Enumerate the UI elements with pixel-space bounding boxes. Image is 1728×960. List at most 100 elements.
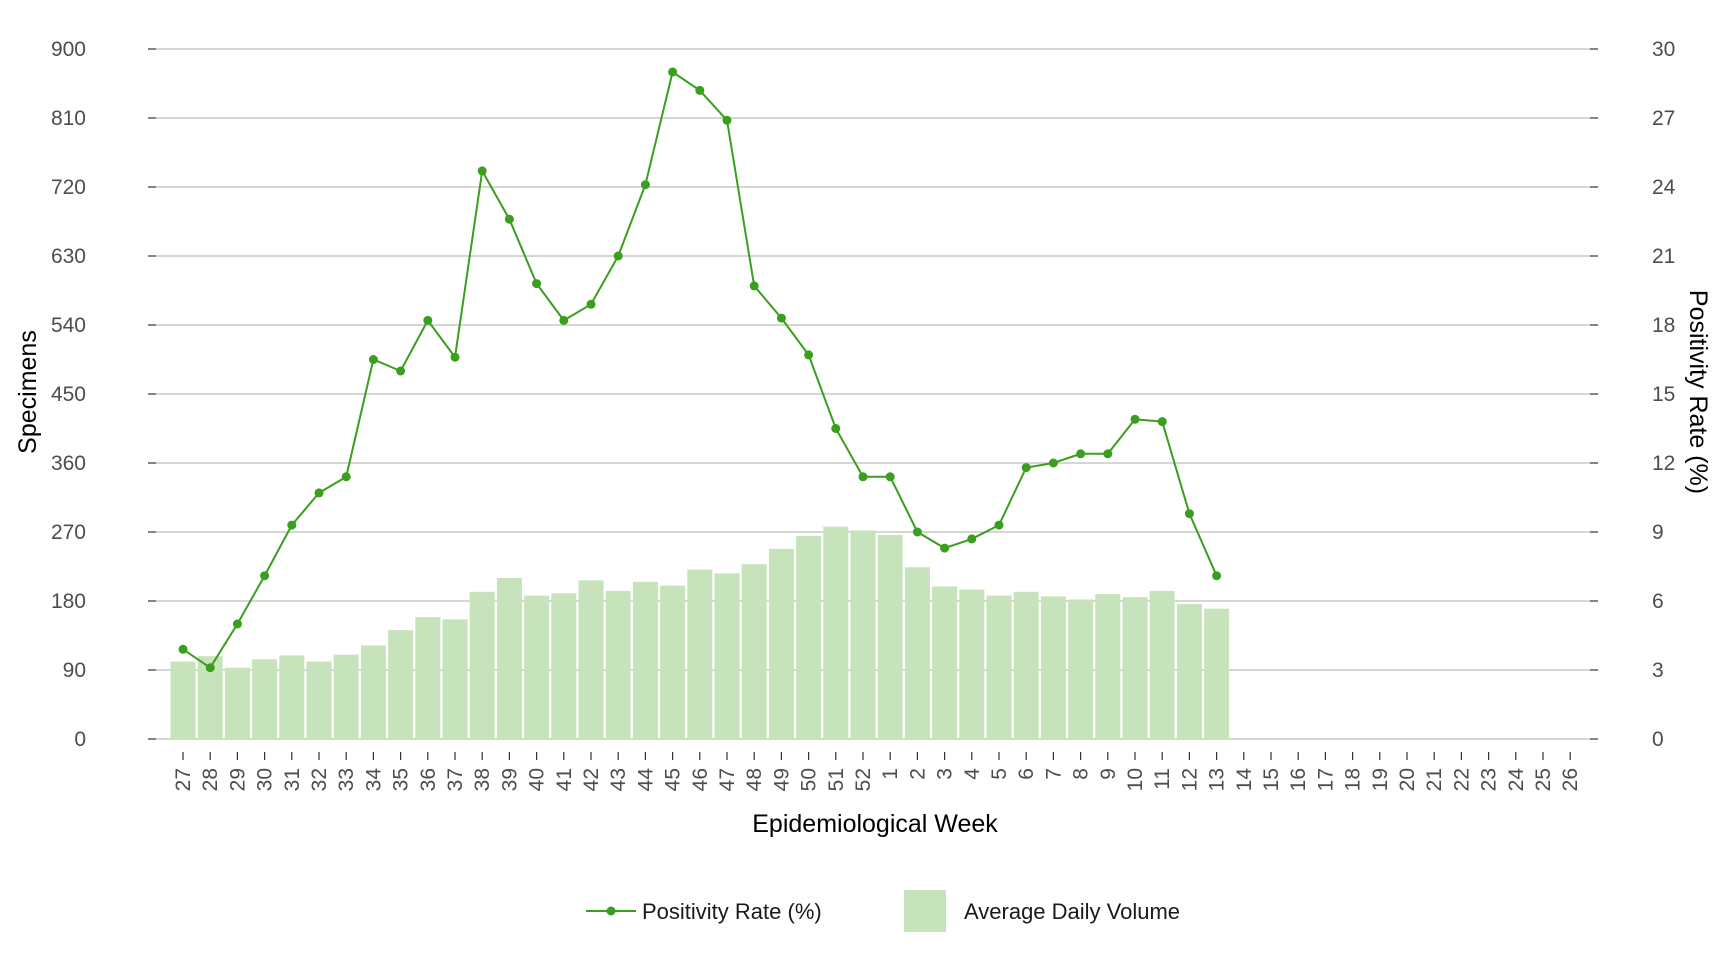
bar <box>687 569 713 739</box>
line-series-positivity-rate <box>178 67 1222 673</box>
line-point <box>967 534 977 544</box>
bar <box>170 661 196 739</box>
x-tick-label: 16 <box>1287 768 1310 791</box>
bar <box>1068 599 1094 739</box>
x-tick-label: 5 <box>988 768 1011 780</box>
x-tick-label: 49 <box>770 768 793 791</box>
bar <box>252 659 278 739</box>
line-point <box>287 520 297 530</box>
x-tick-label: 42 <box>580 768 603 791</box>
x-tick-label: 29 <box>226 768 249 791</box>
line-point <box>205 663 215 673</box>
bar <box>442 619 468 739</box>
bar <box>632 581 658 739</box>
x-tick-label: 50 <box>798 768 821 791</box>
y-right-tick-label: 3 <box>1652 659 1664 682</box>
line-point <box>532 279 542 289</box>
x-tick-label: 1 <box>879 768 902 780</box>
line-point <box>1157 417 1167 427</box>
y-right-tick-label: 15 <box>1652 383 1675 406</box>
line-point <box>994 520 1004 530</box>
bar <box>714 573 740 739</box>
bar <box>1013 591 1039 739</box>
x-axis-title: Epidemiological Week <box>752 810 998 838</box>
line-point <box>396 366 406 376</box>
x-tick-label: 35 <box>390 768 413 791</box>
x-tick-label: 22 <box>1450 768 1473 791</box>
x-tick-label: 20 <box>1396 768 1419 791</box>
bar <box>660 585 686 739</box>
bar <box>986 595 1012 739</box>
line-point <box>559 315 569 325</box>
line-point <box>749 281 759 291</box>
y-right-tick-label: 6 <box>1652 590 1664 613</box>
bar <box>496 578 522 739</box>
bar <box>768 548 794 739</box>
y-left-tick-label: 270 <box>51 521 86 544</box>
y-right-tick-label: 21 <box>1652 245 1675 268</box>
line-point <box>178 644 188 654</box>
y-left-tick-label: 630 <box>51 245 86 268</box>
line-point <box>1021 463 1031 473</box>
x-tick-label: 47 <box>716 768 739 791</box>
x-tick-label: 11 <box>1151 768 1174 790</box>
line-point <box>1184 509 1194 519</box>
line-point <box>831 424 841 433</box>
bar <box>796 535 822 739</box>
line-point <box>450 352 460 362</box>
x-tick-label: 4 <box>961 768 984 780</box>
bar <box>904 567 930 739</box>
y-right-tick-label: 24 <box>1652 176 1676 199</box>
y-left-tick-label: 720 <box>51 176 86 199</box>
bar <box>741 564 767 739</box>
bar <box>1040 596 1066 739</box>
x-tick-label: 24 <box>1505 768 1528 792</box>
y-right-tick-label: 12 <box>1652 452 1675 475</box>
legend-point-swatch <box>606 906 616 916</box>
bar <box>360 645 386 739</box>
line-point <box>368 355 378 364</box>
x-tick-label: 28 <box>199 768 222 791</box>
x-tick-label: 7 <box>1042 768 1065 780</box>
line-point <box>640 180 650 190</box>
line-point <box>341 472 351 482</box>
bar <box>469 591 495 739</box>
x-tick-label: 40 <box>526 768 549 791</box>
y-left-tick-label: 90 <box>63 659 86 682</box>
bar <box>224 667 250 739</box>
y-right-tick-label: 18 <box>1652 314 1675 337</box>
line-point <box>613 251 623 261</box>
bar <box>605 591 631 739</box>
y-axis-left: 0 90 180 270 360 450 540 630 720 810 900 <box>51 38 156 751</box>
bar <box>306 661 332 739</box>
bar <box>1204 608 1230 739</box>
y-left-tick-label: 810 <box>51 107 86 130</box>
bar <box>1095 594 1121 739</box>
y-right-tick-label: 27 <box>1652 107 1675 130</box>
x-tick-label: 17 <box>1314 768 1337 791</box>
x-tick-label: 8 <box>1070 768 1093 780</box>
line-point <box>586 299 596 309</box>
line-point <box>504 214 514 224</box>
y-right-tick-label: 0 <box>1652 728 1664 751</box>
x-tick-label: 52 <box>852 768 875 791</box>
x-tick-label: 38 <box>471 768 494 791</box>
legend-label-average-daily-volume: Average Daily Volume <box>964 899 1180 924</box>
x-tick-label: 10 <box>1124 768 1147 791</box>
y-left-tick-label: 450 <box>51 383 86 406</box>
bar <box>1122 597 1148 739</box>
x-tick-label: 46 <box>689 768 712 791</box>
x-tick-label: 30 <box>254 768 277 791</box>
line-point <box>912 527 922 537</box>
line-point <box>1130 414 1140 424</box>
x-tick-label: 23 <box>1478 768 1501 791</box>
bar <box>1149 591 1175 739</box>
x-tick-label: 32 <box>308 768 331 791</box>
legend: Positivity Rate (%) Average Daily Volume <box>586 890 1180 932</box>
x-tick-label: 51 <box>825 768 848 791</box>
legend-label-positivity-rate: Positivity Rate (%) <box>642 899 822 924</box>
x-axis: 27 28 29 30 31 32 33 34 35 36 37 38 39 40 41 42 43 44 45 46… <box>172 752 1582 791</box>
line-point <box>1076 449 1086 459</box>
